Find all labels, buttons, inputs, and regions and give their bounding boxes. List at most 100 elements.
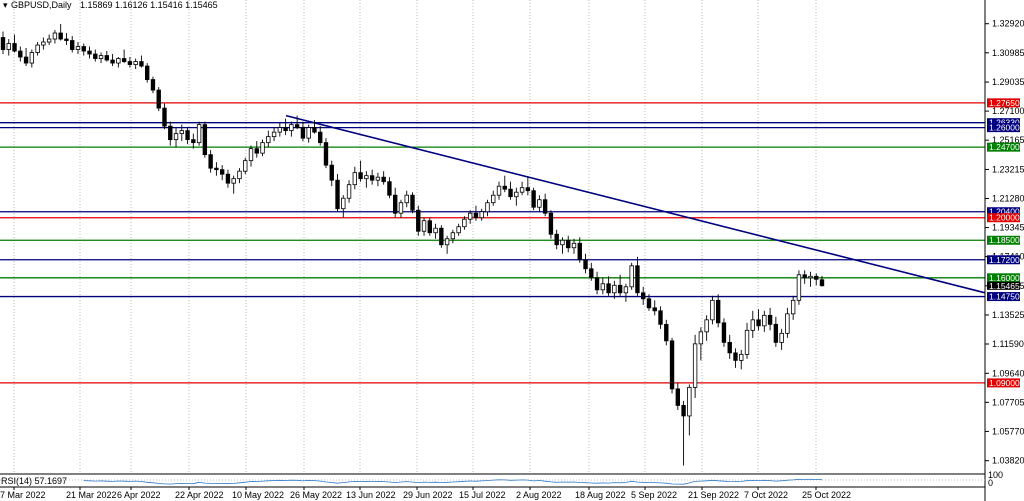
candle-body [491,194,496,204]
level-label: 1.14750 [989,292,1020,302]
level-label: 1.27650 [989,98,1020,108]
candle-body [271,131,277,138]
candle-body [35,44,40,53]
candle-body [652,307,657,312]
candle-body [254,148,259,154]
level-label-box [987,142,1020,152]
candle-body [369,175,375,181]
candle-body [300,127,306,139]
level-label: 1.26330 [989,118,1020,128]
candle-body [404,194,409,204]
level-label-box [987,213,1020,223]
candle-body [168,125,173,141]
trendline[interactable] [285,114,986,294]
candle-body [790,299,796,315]
candle-body [698,331,704,345]
candle-body [502,185,507,190]
x-tick-label: 18 Aug 2022 [575,490,626,500]
x-tick-label: 10 May 2022 [232,490,284,500]
candle-body [669,340,675,390]
collapse-arrow-icon[interactable]: ▾ [3,0,8,10]
candle-body [785,313,790,334]
y-tick-label: 1.09640 [992,368,1024,378]
candle-body [514,191,519,198]
y-tick-label: 1.21280 [992,194,1024,204]
candle-body [214,167,219,171]
candle-body [98,55,104,59]
candle-body [525,187,531,192]
y-tick-label: 1.03820 [992,456,1024,466]
level-label-box [987,207,1020,217]
candle-body [473,212,479,219]
candle-body [467,212,473,220]
candle-body [121,58,127,62]
level-label-box [987,378,1020,388]
candle-body [145,65,150,80]
candle-body [687,387,692,417]
candle-body [658,310,663,325]
candle-body [243,160,248,172]
x-tick-label: 25 Oct 2022 [802,490,851,500]
level-label: 1.20400 [989,207,1020,217]
candle-body [393,194,398,214]
candle-body [18,50,23,58]
candle-body [808,275,813,279]
y-tick-label: 1.05770 [992,426,1024,436]
candle-body [173,133,179,141]
candle-body [571,242,577,249]
candle-body [537,199,542,208]
candle-body [744,329,750,355]
y-tick-label: 1.32920 [992,19,1024,29]
candle-body [779,332,784,343]
y-tick-label: 1.13525 [992,310,1024,320]
candle-body [577,242,582,261]
candle-body [162,107,167,127]
candle-body [410,194,415,211]
candle-body [819,279,825,287]
level-label: 1.24700 [989,142,1020,152]
level-label: 1.17200 [989,255,1020,265]
candle-body [185,130,190,141]
candle-body [727,341,732,354]
candle-body [116,58,121,64]
candle-body [560,239,565,246]
time-axis: 7 Mar 2022 21 Mar 2022 6 Apr 2022 22 Apr 20… [0,487,851,500]
candle-body [237,170,242,180]
trendline-group[interactable] [285,114,986,294]
candle-body [352,172,358,186]
candle-body [444,238,450,246]
candle-body [675,388,680,406]
candle-body [456,226,461,234]
symbol-label: GBPUSD,Daily [11,0,72,10]
x-tick-label: 26 May 2022 [290,490,342,500]
candle-body [225,173,231,184]
level-label-box [987,292,1020,302]
candle-body [554,233,559,246]
candle-body [767,314,773,325]
candle-body [381,176,386,183]
x-tick-label: 7 Oct 2022 [744,490,788,500]
current-price-box [987,281,1020,290]
candle-body [641,292,646,300]
candle-body [814,275,819,280]
candle-body [531,190,536,208]
candle-body [427,220,432,234]
candle-body [231,178,236,184]
candles-group [0,24,825,466]
candle-body [750,319,755,331]
level-label-box [987,98,1020,108]
candle-body [439,227,444,246]
candle-body [802,274,807,279]
candle-body [260,142,265,154]
horizontal-levels[interactable] [0,102,985,384]
candle-body [208,154,213,169]
candle-body [6,43,11,50]
candle-body [692,343,698,388]
candle-body [617,284,623,294]
candle-body [75,46,81,50]
candle-body [127,61,133,65]
candle-body [519,187,525,193]
x-tick-label: 15 Jul 2022 [459,490,506,500]
candle-body [710,299,715,321]
